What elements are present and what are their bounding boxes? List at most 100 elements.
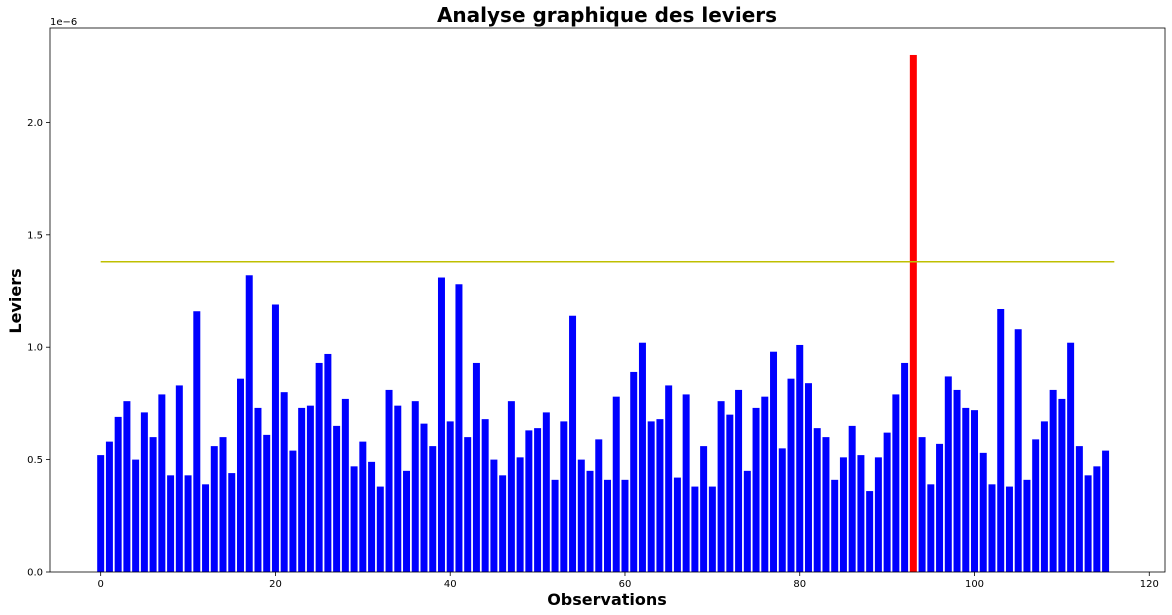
bar	[717, 401, 725, 572]
bar	[665, 385, 673, 572]
bar	[542, 412, 550, 572]
bar	[612, 396, 620, 572]
bar	[831, 479, 839, 572]
bar	[324, 353, 332, 572]
bar	[726, 414, 734, 572]
bar	[569, 315, 577, 572]
bar	[123, 401, 131, 572]
bar	[962, 407, 970, 572]
bar	[167, 475, 175, 572]
bar	[263, 434, 271, 572]
bar	[796, 344, 804, 572]
x-tick-label: 120	[1140, 579, 1159, 590]
bar	[298, 407, 306, 572]
bar	[647, 421, 655, 572]
bar	[1102, 450, 1110, 572]
bar	[376, 486, 384, 572]
bar	[385, 389, 393, 572]
bar	[1023, 479, 1031, 572]
bar	[245, 275, 253, 572]
bar	[114, 416, 122, 572]
bar	[874, 457, 882, 572]
bar	[735, 389, 743, 572]
axes-group	[49, 27, 1166, 573]
bar	[350, 466, 358, 572]
bar	[202, 484, 210, 572]
bar	[1032, 439, 1040, 572]
chart-title: Analyse graphique des leviers	[437, 3, 777, 27]
bar	[1075, 446, 1083, 572]
bar	[621, 479, 629, 572]
bar	[429, 446, 437, 572]
bar	[411, 401, 419, 572]
bar	[700, 446, 708, 572]
bar	[604, 479, 611, 572]
bar	[359, 441, 367, 572]
bar	[988, 484, 996, 572]
x-tick-label: 40	[444, 579, 457, 590]
bar	[770, 351, 778, 572]
bar	[630, 371, 638, 572]
bar	[1058, 398, 1066, 572]
y-tick-label: 1.0	[27, 343, 43, 354]
bar	[184, 475, 192, 572]
bar	[804, 383, 812, 572]
y-tick-label: 2.0	[27, 118, 43, 129]
bar	[953, 389, 961, 572]
bar	[210, 446, 218, 572]
bar	[971, 410, 979, 572]
bar	[219, 437, 227, 572]
bar	[1005, 486, 1013, 572]
bar	[175, 385, 183, 572]
bar	[944, 376, 952, 572]
ticks-group: 0 20 40 60 80 100 120 0.0 0.5 1.0 1.5 2.0	[27, 118, 1159, 590]
bar	[446, 421, 454, 572]
bar	[271, 304, 279, 572]
bar	[901, 362, 909, 572]
bar	[472, 362, 480, 572]
bar	[315, 362, 323, 572]
bar	[455, 284, 463, 572]
bar	[839, 457, 847, 572]
bar	[1049, 389, 1057, 572]
bar	[1067, 342, 1075, 572]
bar	[490, 459, 498, 572]
bar	[892, 394, 900, 572]
bar	[499, 475, 507, 572]
bar	[551, 479, 559, 572]
bar	[918, 437, 926, 572]
y-tick-label: 0.5	[27, 455, 43, 466]
bar	[848, 425, 856, 572]
bar	[140, 412, 148, 572]
bar	[1084, 475, 1092, 572]
bars-group	[97, 54, 1110, 572]
bar	[743, 470, 751, 572]
bar	[595, 439, 603, 572]
y-axis-offset-label: 1e−6	[50, 17, 77, 28]
bar	[254, 407, 262, 572]
bar	[507, 401, 515, 572]
bar	[105, 441, 113, 572]
bar	[403, 470, 411, 572]
bar	[149, 437, 157, 572]
bar	[682, 394, 690, 572]
x-tick-label: 0	[97, 579, 103, 590]
bar	[638, 342, 646, 572]
bar	[1040, 421, 1048, 572]
bar	[97, 455, 105, 572]
bar	[691, 486, 699, 572]
bar	[525, 430, 533, 572]
bar	[673, 477, 681, 572]
bar	[997, 308, 1005, 572]
bar	[132, 459, 140, 572]
x-tick-label: 60	[619, 579, 632, 590]
bar	[927, 484, 935, 572]
bar	[368, 461, 376, 572]
bar	[822, 437, 830, 572]
bar	[656, 419, 664, 572]
bar	[193, 311, 201, 572]
bar	[979, 452, 987, 572]
y-axis-label: Leviers	[6, 268, 25, 333]
axes-frame	[49, 27, 1166, 573]
